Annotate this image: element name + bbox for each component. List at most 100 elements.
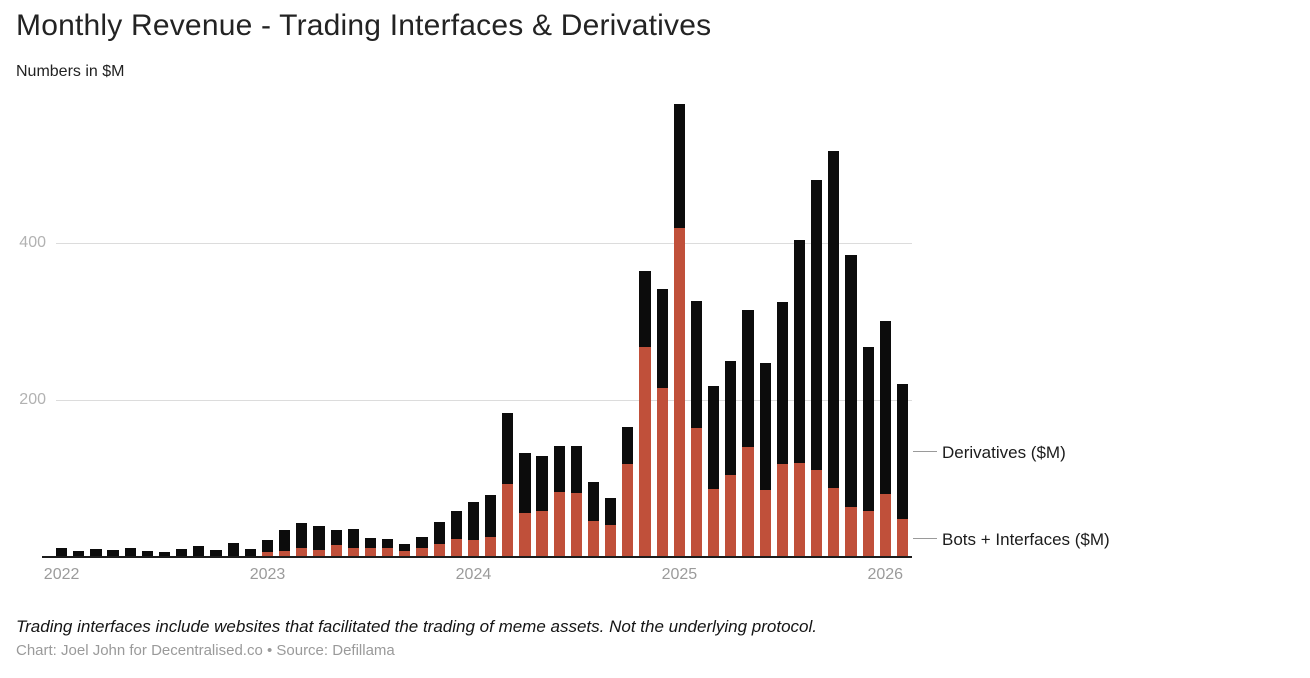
- bar-feb-2022-derivatives: [73, 550, 85, 557]
- bar-oct-2025-bots-interfaces: [828, 487, 840, 557]
- bar-dec-2023-derivatives: [450, 510, 462, 539]
- bar-feb-2024-bots-interfaces: [485, 536, 497, 557]
- bar-sep-2024-derivatives: [605, 498, 617, 525]
- bar-sep-2022-derivatives: [193, 546, 205, 557]
- bar-dec-2024-derivatives: [656, 289, 668, 389]
- bar-apr-2022-derivatives: [107, 549, 119, 557]
- gridline-400: [56, 243, 912, 244]
- bar-oct-2022-derivatives: [210, 549, 222, 557]
- bar-apr-2024-derivatives: [519, 452, 531, 514]
- bar-dec-2023-bots-interfaces: [450, 538, 462, 557]
- bar-dec-2022-derivatives: [244, 549, 256, 557]
- footnote: Trading interfaces include websites that…: [16, 617, 818, 636]
- bar-mar-2025-derivatives: [708, 385, 720, 489]
- bar-nov-2022-derivatives: [227, 542, 239, 557]
- bar-aug-2025-derivatives: [793, 239, 806, 463]
- bar-nov-2025-derivatives: [845, 254, 857, 507]
- bar-mar-2023-derivatives: [296, 523, 308, 549]
- bar-jan-2024-derivatives: [467, 502, 480, 540]
- bar-jan-2024-bots-interfaces: [467, 539, 480, 557]
- bar-jan-2026-bots-interfaces: [879, 494, 891, 557]
- bar-aug-2025-bots-interfaces: [793, 462, 806, 557]
- bar-apr-2023-derivatives: [313, 526, 325, 550]
- bar-dec-2025-bots-interfaces: [862, 511, 874, 557]
- bar-may-2023-bots-interfaces: [330, 545, 342, 557]
- bar-jun-2022-derivatives: [141, 550, 153, 557]
- x-axis-tick-2023: 2023: [249, 566, 286, 583]
- bar-nov-2024-bots-interfaces: [639, 346, 651, 557]
- bar-oct-2025-derivatives: [828, 151, 840, 488]
- legend-connector-derivatives: [913, 451, 937, 452]
- bar-may-2023-derivatives: [330, 530, 342, 546]
- bar-apr-2024-bots-interfaces: [519, 513, 531, 557]
- bar-feb-2026-bots-interfaces: [896, 519, 909, 557]
- bar-aug-2024-derivatives: [587, 481, 600, 521]
- legend-label-derivatives: Derivatives ($M): [942, 443, 1066, 462]
- bar-apr-2025-bots-interfaces: [725, 475, 737, 557]
- bar-apr-2025-derivatives: [725, 360, 737, 476]
- bar-jun-2024-bots-interfaces: [553, 491, 565, 557]
- bar-oct-2024-derivatives: [622, 427, 634, 464]
- bar-aug-2023-bots-interfaces: [382, 547, 394, 557]
- x-axis-tick-2025: 2025: [661, 566, 698, 583]
- bar-jun-2025-derivatives: [759, 363, 771, 491]
- bar-jan-2025-bots-interfaces: [673, 228, 685, 557]
- bar-jan-2023-derivatives: [261, 539, 274, 553]
- bar-nov-2024-derivatives: [639, 271, 651, 347]
- bar-may-2022-derivatives: [124, 548, 136, 557]
- bar-sep-2023-derivatives: [399, 544, 411, 551]
- bar-aug-2024-bots-interfaces: [587, 520, 600, 557]
- x-axis-line: [42, 556, 912, 558]
- bar-jul-2023-bots-interfaces: [364, 548, 377, 557]
- bar-oct-2024-bots-interfaces: [622, 463, 634, 557]
- bar-nov-2025-bots-interfaces: [845, 506, 857, 557]
- bar-jan-2023-bots-interfaces: [261, 552, 274, 557]
- bar-mar-2022-derivatives: [90, 549, 102, 557]
- bar-nov-2023-bots-interfaces: [433, 544, 445, 557]
- bar-sep-2023-bots-interfaces: [399, 550, 411, 557]
- bar-sep-2024-bots-interfaces: [605, 524, 617, 557]
- x-axis-tick-2022: 2022: [43, 566, 80, 583]
- bar-aug-2022-derivatives: [176, 549, 188, 557]
- credit-line: Chart: Joel John for Decentralised.co • …: [16, 642, 395, 659]
- bar-apr-2023-bots-interfaces: [313, 549, 325, 557]
- bar-oct-2023-derivatives: [416, 537, 428, 548]
- bar-mar-2024-derivatives: [502, 413, 514, 484]
- bar-jul-2023-derivatives: [364, 538, 377, 549]
- bar-aug-2023-derivatives: [382, 538, 394, 548]
- chart-title: Monthly Revenue - Trading Interfaces & D…: [16, 9, 712, 42]
- bar-mar-2023-bots-interfaces: [296, 548, 308, 557]
- bar-may-2024-bots-interfaces: [536, 510, 548, 557]
- bar-jun-2024-derivatives: [553, 446, 565, 492]
- legend-connector-bots: [913, 538, 937, 539]
- bar-jul-2024-derivatives: [570, 445, 582, 493]
- bar-jun-2023-bots-interfaces: [347, 547, 359, 557]
- bar-feb-2025-derivatives: [690, 301, 703, 429]
- bar-sep-2025-bots-interfaces: [811, 469, 823, 557]
- bar-nov-2023-derivatives: [433, 521, 445, 545]
- y-axis-tick-200: 200: [19, 391, 46, 408]
- bar-feb-2026-derivatives: [896, 383, 909, 520]
- bar-jul-2025-bots-interfaces: [776, 463, 788, 557]
- bar-sep-2025-derivatives: [811, 180, 823, 470]
- bar-mar-2024-bots-interfaces: [502, 483, 514, 557]
- bar-feb-2023-derivatives: [279, 530, 291, 551]
- bar-jul-2025-derivatives: [776, 301, 788, 464]
- bar-jan-2026-derivatives: [879, 320, 891, 495]
- x-axis-tick-2026: 2026: [867, 566, 904, 583]
- bar-dec-2024-bots-interfaces: [656, 388, 668, 557]
- bar-jun-2023-derivatives: [347, 528, 359, 548]
- bar-feb-2025-bots-interfaces: [690, 428, 703, 557]
- bar-may-2025-derivatives: [742, 309, 754, 448]
- y-axis-tick-400: 400: [19, 234, 46, 251]
- bar-mar-2025-bots-interfaces: [708, 488, 720, 557]
- bar-jan-2025-derivatives: [673, 104, 685, 229]
- bar-oct-2023-bots-interfaces: [416, 547, 428, 557]
- bar-jan-2022-derivatives: [56, 548, 68, 557]
- bar-jun-2025-bots-interfaces: [759, 490, 771, 557]
- bar-feb-2023-bots-interfaces: [279, 550, 291, 557]
- chart-subtitle: Numbers in $M: [16, 63, 125, 80]
- bar-feb-2024-derivatives: [485, 494, 497, 537]
